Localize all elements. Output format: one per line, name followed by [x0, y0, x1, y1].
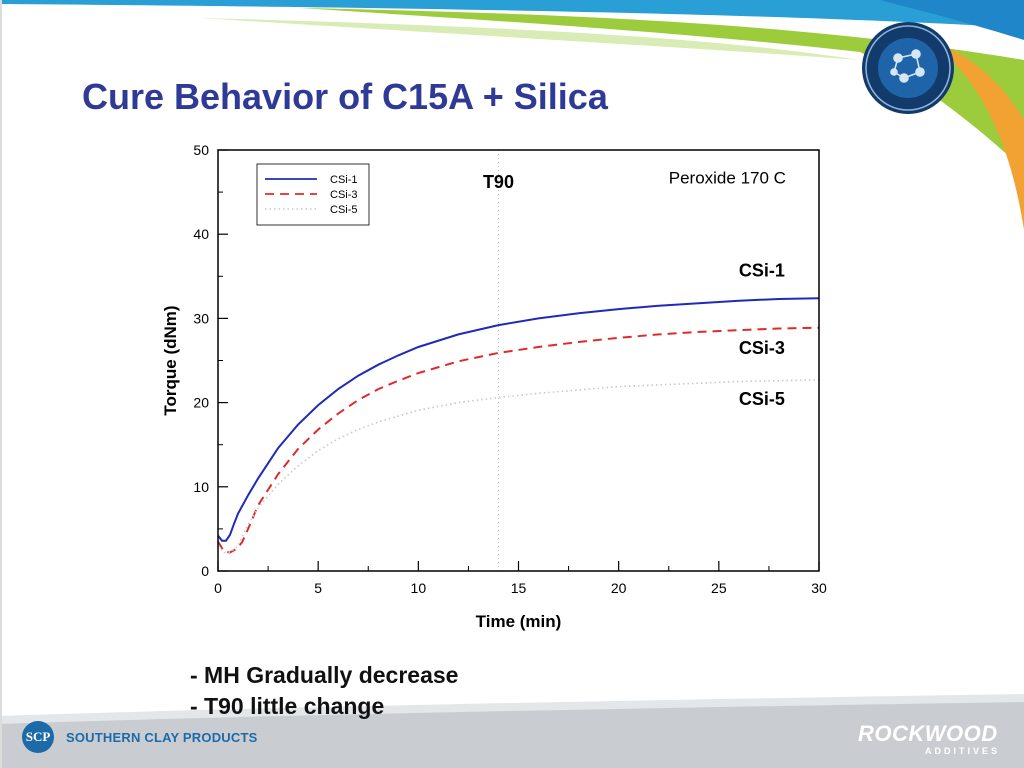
scp-logo-icon: SCP	[22, 721, 54, 753]
series-line-csi-1	[217, 297, 820, 542]
innovative-additives-badge-icon	[862, 22, 954, 114]
y-tick-label: 50	[193, 142, 209, 158]
x-tick-label: 15	[511, 580, 527, 596]
y-tick-label: 10	[193, 479, 209, 495]
y-axis-label: Torque (dNm)	[161, 305, 180, 415]
chart-annotation: Peroxide 170 C	[669, 169, 786, 188]
footer-band	[0, 700, 1024, 768]
company-name: SOUTHERN CLAY PRODUCTS	[66, 729, 258, 745]
y-tick-label: 0	[201, 563, 209, 579]
bullet-item: - MH Gradually decrease	[190, 662, 459, 688]
top-swoosh-blue	[0, 0, 1024, 28]
series-line-csi-3	[217, 326, 820, 554]
x-tick-label: 0	[214, 580, 222, 596]
top-swoosh-orange	[930, 40, 1024, 230]
y-tick-label: 40	[193, 226, 209, 242]
x-tick-label: 25	[711, 580, 727, 596]
rockwood-brand: ROCKWOOD	[858, 721, 998, 746]
legend-entry: CSi-5	[330, 204, 358, 216]
chart-annotation: T90	[483, 172, 514, 192]
footer-band-light	[0, 694, 1024, 724]
legend-entry: CSi-1	[330, 174, 358, 186]
x-tick-label: 5	[314, 580, 322, 596]
rockwood-sub: ADDITIVES	[924, 746, 1000, 756]
slide-title: Cure Behavior of C15A + Silica	[82, 76, 608, 117]
x-axis-label: Time (min)	[476, 612, 562, 631]
x-tick-label: 10	[411, 580, 427, 596]
x-tick-label: 20	[611, 580, 627, 596]
bullet-list: - MH Gradually decrease - T90 little cha…	[190, 660, 458, 722]
top-swoosh-green	[300, 8, 1024, 170]
chart-annotation: CSi-3	[739, 338, 785, 358]
chart-annotation: CSi-1	[739, 260, 785, 280]
chart-plot: 0 5 10 15 20 25 30 0 10 20 30 40 50 Time (min) Torque …	[161, 142, 827, 631]
y-tick-label: 30	[193, 310, 209, 326]
southern-clay-products-logo: SCP SOUTHERN CLAY PRODUCTS	[22, 717, 257, 757]
legend-entry: CSi-3	[330, 189, 358, 201]
torque-time-chart: 0 5 10 15 20 25 30 0 10 20 30 40 50 Time (min) Torque …	[161, 142, 827, 631]
series-line-csi-5	[217, 379, 820, 554]
y-tick-label: 20	[193, 395, 209, 411]
chart-annotation: CSi-5	[739, 389, 785, 409]
top-swoosh-blue-band	[880, 0, 1024, 40]
rockwood-additives-logo: ROCKWOOD ADDITIVES	[858, 721, 1008, 757]
bullet-item: - T90 little change	[190, 693, 385, 719]
x-tick-label: 30	[811, 580, 827, 596]
